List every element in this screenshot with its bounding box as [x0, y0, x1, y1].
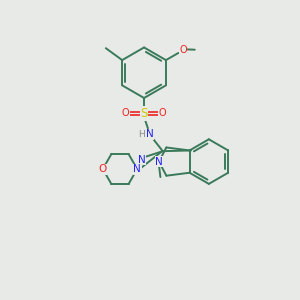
Text: N: N — [137, 154, 145, 164]
Text: O: O — [99, 164, 107, 174]
Text: N: N — [155, 157, 163, 166]
Text: O: O — [179, 45, 187, 55]
Text: S: S — [140, 107, 148, 120]
Text: N: N — [133, 164, 141, 174]
Text: H: H — [138, 130, 145, 139]
Text: O: O — [159, 108, 166, 118]
Text: O: O — [122, 108, 129, 118]
Text: N: N — [146, 129, 153, 139]
